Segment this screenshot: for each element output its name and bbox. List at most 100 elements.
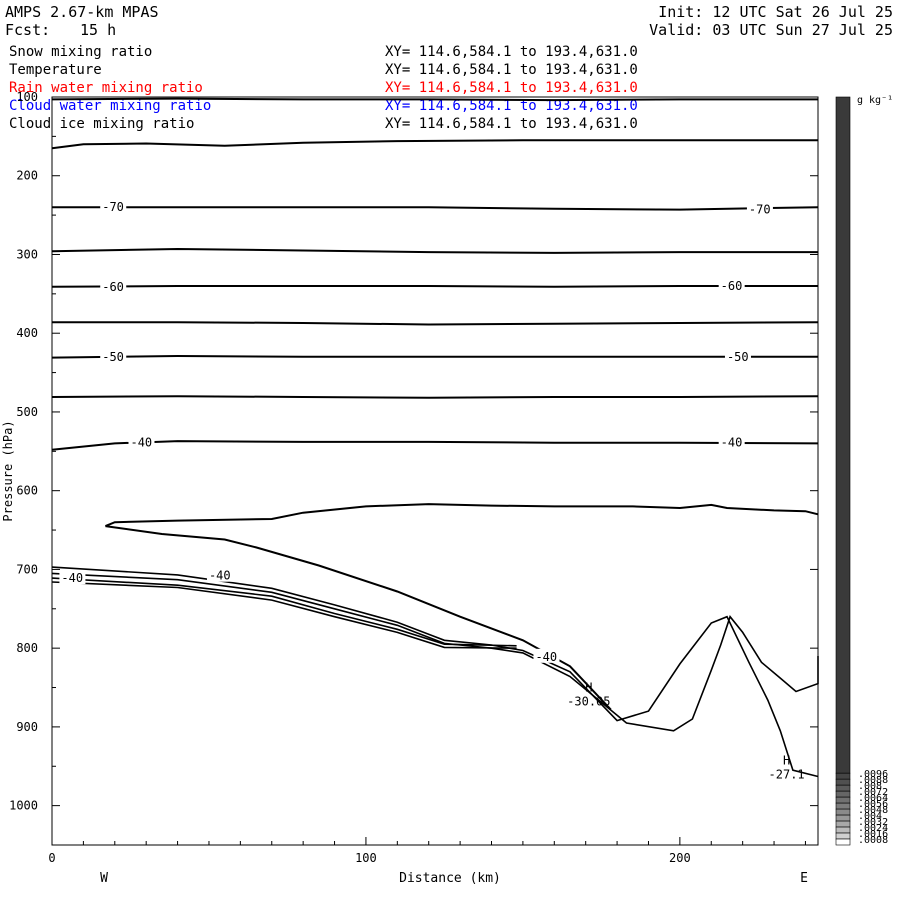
valid-time: Valid: 03 UTC Sun 27 Jul 25 xyxy=(649,21,893,39)
extremum-marker: H xyxy=(783,754,790,768)
colorbar-label: .0096 xyxy=(858,769,888,780)
y-tick-label: 900 xyxy=(16,720,38,734)
surface-contour-b xyxy=(51,572,819,732)
colorbar-swatch xyxy=(835,96,851,774)
y-tick-label: 700 xyxy=(16,562,38,576)
contour-label: -50 xyxy=(102,350,124,364)
colorbar-label: .008 xyxy=(858,781,882,792)
extremum-value: -27.1 xyxy=(769,768,805,782)
field-name-cloud-ice: Cloud ice mixing ratio xyxy=(9,116,195,132)
forecast-label: Fcst: xyxy=(5,21,51,39)
contour-label: -40 xyxy=(535,650,557,664)
terrain-layer xyxy=(51,566,819,778)
contour-label: -70 xyxy=(749,203,771,217)
x-axis-label: Distance (km) xyxy=(399,871,501,886)
colorbar-label: .0048 xyxy=(858,805,888,816)
contour-label: -50 xyxy=(727,350,749,364)
contour-label: -60 xyxy=(721,279,743,293)
field-name-cloud-water: Cloud water mixing ratio xyxy=(9,98,212,114)
isotherm-line xyxy=(51,354,818,359)
y-tick-label: 800 xyxy=(16,641,38,655)
contour-label-bg xyxy=(718,277,745,292)
field-xy-cloud-water: XY= 114.6,584.1 to 193.4,631.0 xyxy=(385,98,638,114)
contour-label-bg xyxy=(128,434,155,449)
colorbar-label: .0088 xyxy=(858,775,888,786)
x-tick-label: 200 xyxy=(669,851,691,865)
isotherm-line xyxy=(51,285,818,288)
contour-label-bg xyxy=(100,278,127,293)
isotherm-line xyxy=(51,139,818,150)
y-tick-label: 600 xyxy=(16,484,38,498)
isotherm-line xyxy=(51,395,819,399)
colorbar-swatch xyxy=(835,778,851,786)
axis-layer: 100 200 300 400 500 600 700 800 900 1000 0 100 200 xyxy=(9,90,818,865)
contour-label: -40 xyxy=(209,569,231,583)
y-axis-label: Pressure (hPa) xyxy=(1,420,15,521)
field-xy-rain: XY= 114.6,584.1 to 193.4,631.0 xyxy=(385,80,638,96)
colorbar-label: .0072 xyxy=(858,787,888,798)
isotherm-line xyxy=(105,503,819,528)
contour-label-bg xyxy=(100,199,127,214)
contour-label: -70 xyxy=(102,200,124,214)
contour-label: -60 xyxy=(102,280,124,294)
colorbar-unit: g kg⁻¹ xyxy=(857,95,893,106)
isotherm-line xyxy=(51,440,819,451)
contour-label-bg xyxy=(59,570,86,585)
colorbar-swatch xyxy=(835,784,851,792)
y-tick-label: 300 xyxy=(16,247,38,261)
colorbar-swatch xyxy=(835,826,851,834)
colorbar-label: .004 xyxy=(858,811,882,822)
contour-label-layer: -70 -70-60 -60-50 -50-40 -40-40-40-40H-30.05… xyxy=(59,199,805,782)
y-tick-label: 400 xyxy=(16,326,38,340)
colorbar-label: .0032 xyxy=(858,817,888,828)
colorbar-label: .0024 xyxy=(858,823,888,834)
isotherm-layer xyxy=(51,97,819,711)
y-tick-label: 200 xyxy=(16,169,38,183)
colorbar-swatch xyxy=(835,790,851,798)
y-tick-label: 500 xyxy=(16,405,38,419)
contour-label-bg xyxy=(100,348,127,363)
forecast-hour: 15 h xyxy=(80,21,117,39)
field-name-temperature: Temperature xyxy=(9,62,102,78)
extremum-marker: H xyxy=(585,680,592,694)
west-label: W xyxy=(100,871,108,886)
isotherm-line xyxy=(52,321,819,326)
colorbar-label: .0016 xyxy=(858,829,888,840)
colorbar-swatch xyxy=(835,820,851,828)
field-xy-cloud-ice: XY= 114.6,584.1 to 193.4,631.0 xyxy=(385,116,638,132)
colorbar-swatch xyxy=(835,838,851,846)
contour-label-bg xyxy=(718,434,745,449)
contour-label: -40 xyxy=(61,571,83,585)
x-tick-label: 0 xyxy=(48,851,55,865)
y-tick-label: 100 xyxy=(16,90,38,104)
surface-contour-a xyxy=(51,566,819,778)
colorbar-label: .0008 xyxy=(858,835,888,846)
colorbar: .0096.0088.008.0072.0064.0056.0048.004.0… xyxy=(835,96,888,846)
contour-label-bg xyxy=(533,648,560,663)
contour-label: -40 xyxy=(130,436,152,450)
contour-label-bg xyxy=(206,567,233,582)
colorbar-swatch xyxy=(835,808,851,816)
field-name-snow: Snow mixing ratio xyxy=(9,44,153,60)
isotherm-line xyxy=(52,206,819,211)
colorbar-label: .0064 xyxy=(858,793,888,804)
colorbar-label: .0056 xyxy=(858,799,888,810)
isotherm-line xyxy=(105,525,612,711)
y-tick-label: 1000 xyxy=(9,799,38,813)
contour-label-bg xyxy=(746,201,773,216)
surface-contour-c xyxy=(51,577,517,647)
isotherm-line xyxy=(51,247,818,254)
colorbar-swatch xyxy=(835,814,851,822)
x-tick-label: 100 xyxy=(355,851,377,865)
isotherm-line xyxy=(51,97,818,102)
init-time: Init: 12 UTC Sat 26 Jul 25 xyxy=(658,3,893,21)
colorbar-swatch xyxy=(835,796,851,804)
field-xy-snow: XY= 114.6,584.1 to 193.4,631.0 xyxy=(385,44,638,60)
colorbar-swatch xyxy=(835,772,851,780)
contour-label-bg xyxy=(724,348,751,363)
surface-contour-d xyxy=(51,581,517,649)
field-xy-temperature: XY= 114.6,584.1 to 193.4,631.0 xyxy=(385,62,638,78)
extremum-value: -30.05 xyxy=(567,694,610,708)
east-label: E xyxy=(800,871,808,886)
